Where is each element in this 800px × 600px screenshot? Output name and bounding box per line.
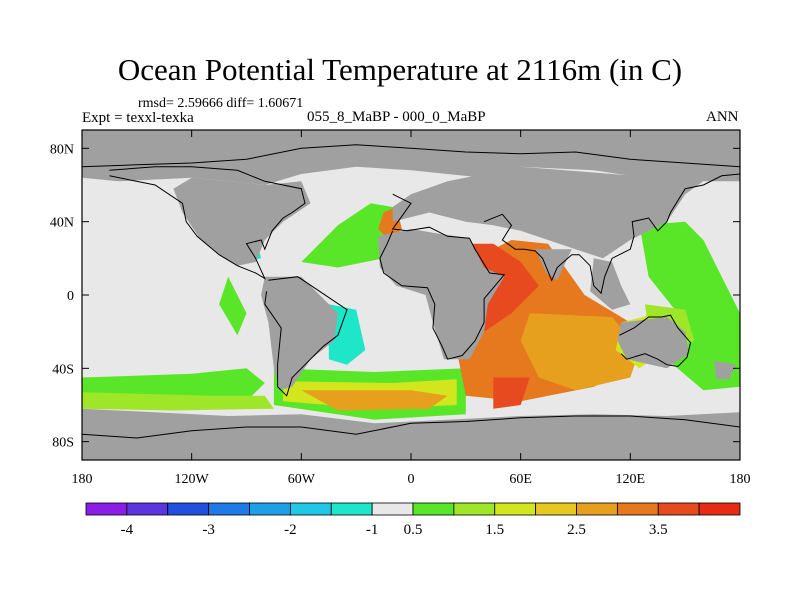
experiment-label: Expt = texxl-texka: [82, 110, 194, 126]
coast-arctic: [82, 144, 740, 168]
coast-north-america: [109, 166, 306, 280]
land-new-zealand: [714, 361, 737, 380]
field-indian-ocean-amber: [520, 313, 640, 391]
land-arctic-land: [82, 130, 740, 185]
field-south-atlantic-cool: [328, 304, 366, 365]
coast-antarctica: [82, 415, 740, 439]
colorbar-label: -1: [366, 522, 379, 538]
colorbar-bin: [698, 502, 741, 516]
field-southern-ocean-amber: [301, 390, 448, 411]
colorbar-bin: [453, 502, 496, 516]
colorbar: -4 -3 -2 -1 0.5 1.5 2.5 3.5: [85, 502, 741, 538]
land-south-america: [261, 276, 338, 391]
land-mask: [82, 130, 740, 460]
coast-asia: [483, 173, 740, 295]
colorbar-bin: [412, 502, 455, 516]
lat-tick-label: 80N: [50, 142, 74, 157]
land-africa: [378, 229, 505, 360]
colorbar-bin: [289, 502, 332, 516]
coast-south-america: [264, 276, 348, 397]
colorbar-bin: [85, 502, 128, 516]
lat-tick-label: 40N: [50, 216, 74, 231]
coast-europe-africa: [379, 193, 506, 360]
lon-tick-label: 180: [730, 472, 751, 487]
longitude-axis: 180 120W 60W 0 60E 120E 180: [72, 130, 751, 487]
colorbar-bin: [167, 502, 210, 516]
colorbar-label: 2.5: [567, 522, 586, 538]
colorbar-label: 3.5: [649, 522, 668, 538]
colorbar-bin: [494, 502, 537, 516]
lon-tick-label: 180: [72, 472, 93, 487]
colorbar-bin: [330, 502, 373, 516]
coast-australia: [619, 314, 692, 368]
field-south-pacific-band-yellow: [82, 392, 274, 411]
field-indian-red-south: [493, 377, 530, 409]
colorbar-bin: [208, 502, 250, 516]
lat-tick-label: 80S: [52, 436, 74, 451]
lat-tick-label: 40S: [52, 362, 74, 377]
colorbar-bin: [126, 502, 169, 516]
land-north-america: [173, 177, 311, 266]
colorbar-bin: [576, 502, 618, 516]
comparison-label: 055_8_MaBP - 000_0_MaBP: [307, 109, 486, 125]
season-label: ANN: [706, 109, 739, 125]
colorbar-bin: [249, 502, 291, 516]
lat-tick-label: 0: [67, 289, 74, 304]
land-antarctica: [82, 408, 740, 460]
colorbar-label: -2: [284, 522, 297, 538]
land-se-asia: [590, 258, 631, 310]
lon-tick-label: 120E: [616, 472, 646, 487]
coastlines: [82, 144, 740, 439]
colorbar-label: 0.5: [404, 522, 423, 538]
colorbar-bin: [657, 502, 700, 516]
colorbar-label: -4: [121, 522, 134, 538]
plot-title: Ocean Potential Temperature at 2116m (in…: [117, 52, 683, 87]
colorbar-label: 1.5: [485, 522, 504, 538]
field-western-pacific-green: [639, 221, 740, 391]
field-south-pacific-warm-band: [82, 368, 265, 402]
field-north-pacific-green-patch: [219, 276, 247, 336]
lon-tick-label: 60E: [509, 472, 532, 487]
colorbar-bin: [535, 502, 577, 516]
colorbar-bin: [616, 502, 659, 516]
lon-tick-label: 120W: [175, 472, 210, 487]
land-eurasia: [392, 166, 704, 259]
field-north-pacific-neutral: [82, 163, 247, 277]
land-australia: [617, 317, 689, 369]
colorbar-bin: [371, 502, 414, 516]
stats-label: rmsd= 2.59666 diff= 1.60671: [138, 96, 304, 111]
field-north-atlantic-green: [301, 203, 402, 268]
lon-tick-label: 0: [408, 472, 415, 487]
lon-tick-label: 60W: [288, 472, 316, 487]
land-india-peninsula: [535, 249, 572, 281]
colorbar-label: -3: [202, 522, 215, 538]
latitude-axis: 80N 40N 0 40S 80S: [50, 142, 740, 451]
